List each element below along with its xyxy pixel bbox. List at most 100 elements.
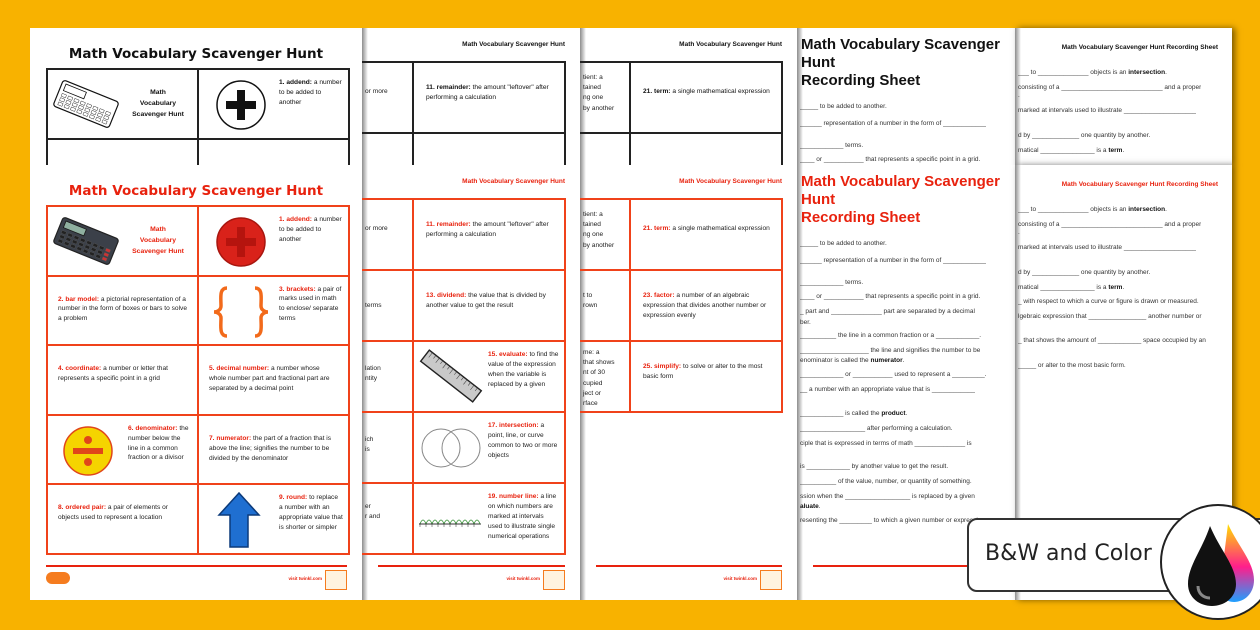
- recording-line[interactable]: ______ representation of a number in the…: [800, 257, 986, 265]
- recording-line[interactable]: consisting of a ________________________…: [1018, 221, 1201, 229]
- recording-line[interactable]: ____________ or ___________ used to repr…: [800, 371, 987, 379]
- line-text: ber.: [800, 319, 811, 326]
- definition-text: to replace a number with an appropriate …: [279, 494, 343, 532]
- definition-text: the part of a fraction that is above the…: [209, 434, 332, 462]
- recording-line[interactable]: ___________________ the line and signifi…: [800, 347, 980, 355]
- vocab-card-text-fragment: ich is: [365, 436, 374, 454]
- vocab-term: term:: [654, 225, 671, 232]
- line-text: __________________ after performing a ca…: [800, 425, 953, 432]
- line-text: marked at intervals used to illustrate _…: [1018, 107, 1197, 114]
- recording-line[interactable]: ___ to ______________ objects is an inte…: [1018, 206, 1167, 214]
- recording-line[interactable]: ____________ is called the product.: [800, 410, 907, 418]
- vocab-card: 6. denominator: the number below the lin…: [47, 414, 198, 485]
- sheet-header: Math Vocabulary Scavenger Hunt Recording…: [1061, 44, 1218, 51]
- recording-line[interactable]: ______ representation of a number in the…: [800, 120, 986, 128]
- recording-line[interactable]: _ that shows the amount of ____________ …: [1018, 337, 1206, 345]
- recording-sheet-title: Math Vocabulary Scavenger Hunt: [801, 36, 1000, 71]
- line-text: ____ or ___________ that represents a sp…: [800, 293, 981, 300]
- twinkl-badge-icon: [325, 570, 347, 590]
- line-text-end: .: [1122, 147, 1125, 154]
- vocab-card-grid: tient: a tained ng one by another 21. ter…: [580, 61, 783, 165]
- vocab-sheet-page-3: Math Vocabulary Scavenger Hunt tient: a t…: [580, 165, 797, 600]
- footer-url[interactable]: visit twinkl.com: [288, 576, 322, 581]
- recording-line[interactable]: __________________ after performing a ca…: [800, 425, 953, 433]
- definition-text: the amount "leftover" after performing a…: [426, 84, 549, 101]
- recording-line[interactable]: ber.: [800, 319, 811, 327]
- line-bold-term: intersection: [1128, 69, 1166, 76]
- recording-line[interactable]: ____________ terms.: [800, 279, 863, 287]
- recording-line[interactable]: enominator is called the numerator.: [800, 357, 904, 365]
- vocab-card-text-fragment: t to rown: [583, 292, 598, 310]
- recording-line[interactable]: _ with respect to which a curve or figur…: [1018, 298, 1199, 306]
- recording-line[interactable]: .: [1018, 229, 1020, 237]
- recording-line[interactable]: _____ to be added to another.: [800, 103, 887, 111]
- recording-line[interactable]: __________ the line in a common fraction…: [800, 332, 981, 340]
- ink-drops-icon: [1160, 504, 1260, 620]
- recording-line[interactable]: lgebraic expression that _______________…: [1018, 313, 1202, 321]
- vocab-definition: 3. brackets: a pair of marks used in mat…: [279, 285, 343, 325]
- recording-line[interactable]: __________ of the value, number, or quan…: [800, 478, 972, 486]
- vocab-card: t to rown: [580, 270, 630, 341]
- recording-line[interactable]: ____________ terms.: [800, 142, 863, 150]
- vocab-card-text-fragment: tient: a tained ng one by another: [583, 74, 615, 112]
- recording-line[interactable]: _____ to be added to another.: [800, 240, 887, 248]
- sheet-title: Math Vocabulary Scavenger Hunt: [68, 46, 324, 62]
- recording-line[interactable]: ciple that is expressed in terms of math…: [800, 440, 972, 448]
- vocab-card: 1. addend: a number to be added to anoth…: [198, 69, 349, 139]
- vocab-card: [198, 138, 349, 165]
- recording-line[interactable]: matical _______________ is a term.: [1018, 147, 1124, 155]
- recording-line[interactable]: _____ or alter to the most basic form.: [1018, 362, 1126, 370]
- recording-line[interactable]: ssion when the __________________ is rep…: [800, 493, 975, 501]
- line-text-end: .: [818, 503, 821, 510]
- line-text: ___________________ the line and signifi…: [800, 347, 981, 354]
- recording-line[interactable]: consisting of a ________________________…: [1018, 84, 1201, 92]
- recording-line[interactable]: __ a number with an appropriate value th…: [800, 386, 975, 394]
- vocab-term: ordered pair:: [65, 504, 107, 512]
- line-text: ______ representation of a number in the…: [800, 120, 987, 127]
- definition-text: the amount "leftover" after performing a…: [426, 221, 549, 238]
- recording-line[interactable]: marked at intervals used to illustrate _…: [1018, 244, 1196, 252]
- vocab-card: 15. evaluate: to find the value of the e…: [413, 341, 565, 412]
- recording-line[interactable]: aluate.: [800, 503, 821, 511]
- recording-line[interactable]: ____ or ___________ that represents a sp…: [800, 293, 980, 301]
- vocab-card: 11. remainder: the amount "leftover" aft…: [413, 62, 565, 133]
- term-number: 6.: [128, 424, 134, 432]
- vocab-card: 23. factor: a number of an algebraic exp…: [630, 270, 782, 341]
- line-text: __________ of the value, number, or quan…: [800, 478, 972, 485]
- vocab-card: 19. number line: a line on which numbers…: [413, 483, 565, 554]
- line-text: ciple that is expressed in terms of math…: [800, 440, 972, 447]
- recording-line[interactable]: marked at intervals used to illustrate _…: [1018, 107, 1196, 115]
- recording-line[interactable]: is ____________ by another value to get …: [800, 463, 948, 471]
- footer-url[interactable]: visit twinkl.com: [723, 576, 757, 581]
- recording-line[interactable]: ___ to ______________ objects is an inte…: [1018, 69, 1167, 77]
- vocab-sheet-page-1: Math Vocabulary Scavenger Hunt Math Vocab…: [30, 28, 362, 165]
- recording-line[interactable]: resenting the _________ to which a given…: [800, 517, 985, 525]
- term-number: 17.: [488, 422, 498, 429]
- vocab-card: me: a that shows nt of 30 cupied ject or…: [580, 341, 630, 412]
- term-number: 13.: [426, 292, 436, 299]
- vocab-card-cover: Math Vocabulary Scavenger Hunt: [47, 69, 198, 139]
- line-text: ___ to ______________ objects is an: [1018, 69, 1129, 76]
- recording-sheet-page-2: Math Vocabulary Scavenger Hunt Recording…: [1015, 28, 1232, 165]
- footer-url[interactable]: visit twinkl.com: [506, 576, 540, 581]
- vocab-card: 25. simplify: to solve or alter to the m…: [630, 341, 782, 412]
- line-text: ___ to ______________ objects is an: [1018, 206, 1129, 213]
- recording-line[interactable]: ____ or ___________ that represents a sp…: [800, 156, 980, 164]
- vocab-term: numerator:: [216, 434, 252, 442]
- term-number: 19.: [488, 493, 498, 500]
- recording-line[interactable]: .: [1018, 92, 1020, 100]
- ruler-icon: [418, 348, 484, 409]
- line-text-end: .: [1122, 284, 1125, 291]
- vocab-card: 21. term: a single mathematical expressi…: [630, 62, 782, 133]
- vocab-card-text-fragment: lation ntity: [365, 365, 381, 383]
- recording-line[interactable]: d by _____________ one quantity by anoth…: [1018, 132, 1150, 140]
- recording-line[interactable]: _ part and ______________ part are separ…: [800, 308, 975, 316]
- vocab-card-cover: Math Vocabulary Scavenger Hunt: [47, 206, 198, 276]
- vocab-definition: 11. remainder: the amount "leftover" aft…: [426, 220, 556, 240]
- definition-text: a number to be added to another: [279, 216, 342, 243]
- definition-text: a number or letter that represents a spe…: [58, 365, 168, 383]
- term-number: 7.: [209, 434, 215, 442]
- recording-line[interactable]: matical _______________ is a term.: [1018, 284, 1124, 292]
- line-text: .: [1018, 229, 1020, 236]
- recording-line[interactable]: d by _____________ one quantity by anoth…: [1018, 269, 1150, 277]
